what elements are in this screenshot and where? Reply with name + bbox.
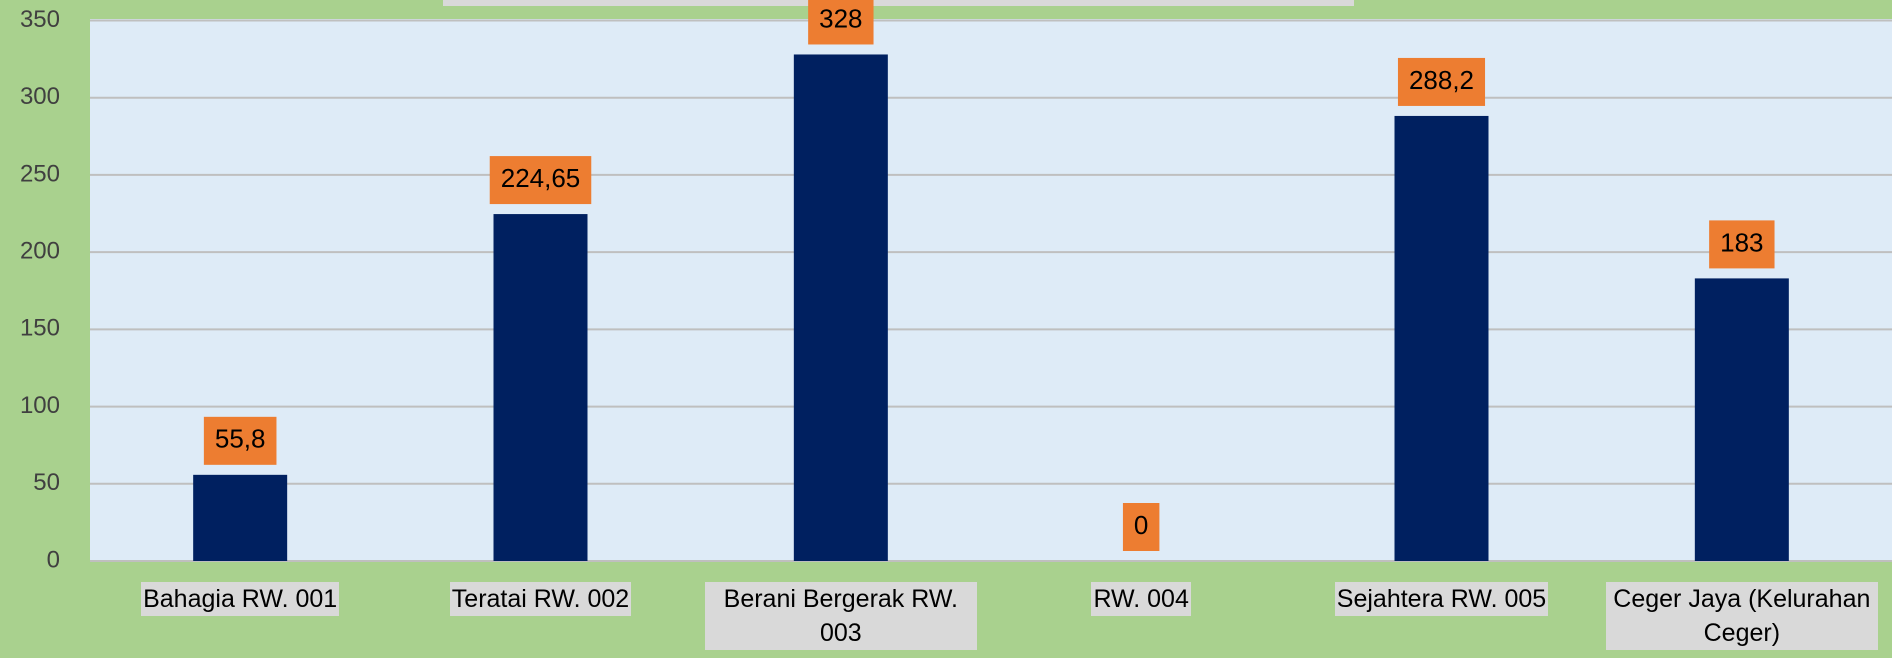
bar xyxy=(493,214,588,561)
x-tick-label: RW. 004 xyxy=(1091,582,1191,616)
bar xyxy=(793,54,888,562)
value-label-box xyxy=(1122,503,1160,551)
y-tick-label: 300 xyxy=(20,83,60,110)
title-box xyxy=(443,0,1354,6)
value-label: 0 xyxy=(1134,510,1148,540)
y-tick-label: 350 xyxy=(20,6,60,33)
y-tick-label: 200 xyxy=(20,237,60,264)
value-label-box xyxy=(203,416,277,465)
x-tick-label-box: Bahagia RW. 001 xyxy=(90,582,390,616)
x-tick-label: Sejahtera RW. 005 xyxy=(1334,582,1549,616)
plot-area xyxy=(90,19,1892,561)
value-label: 224,65 xyxy=(501,163,581,193)
x-tick-label-box: Ceger Jaya (Kelurahan Ceger) xyxy=(1592,582,1892,650)
y-tick-label: 250 xyxy=(20,160,60,187)
value-label: 328 xyxy=(819,3,862,33)
y-tick-label: 100 xyxy=(20,392,60,419)
value-label: 183 xyxy=(1720,227,1763,257)
value-label: 288,2 xyxy=(1409,65,1474,95)
y-tick-label: 50 xyxy=(33,469,60,496)
y-tick-label: 150 xyxy=(20,315,60,342)
x-tick-label-box: RW. 004 xyxy=(991,582,1291,616)
value-label-box xyxy=(1397,57,1486,106)
x-tick-label-box: Sejahtera RW. 005 xyxy=(1292,582,1592,616)
x-tick-label-box: Teratai RW. 002 xyxy=(391,582,691,616)
value-label: 55,8 xyxy=(215,424,266,454)
bar xyxy=(1394,115,1489,561)
value-label-box xyxy=(1709,220,1775,269)
bar xyxy=(193,474,288,561)
x-tick-label: Bahagia RW. 001 xyxy=(141,582,340,616)
bar xyxy=(1694,278,1789,561)
x-tick-label: Berani Bergerak RW. 003 xyxy=(704,582,977,650)
value-label-box xyxy=(489,156,592,205)
x-tick-label: Ceger Jaya (Kelurahan Ceger) xyxy=(1605,582,1878,650)
x-tick-label-box: Berani Bergerak RW. 003 xyxy=(691,582,991,650)
y-tick-label: 0 xyxy=(47,546,60,573)
value-label-box xyxy=(808,0,874,45)
x-tick-label: Teratai RW. 002 xyxy=(449,582,632,616)
